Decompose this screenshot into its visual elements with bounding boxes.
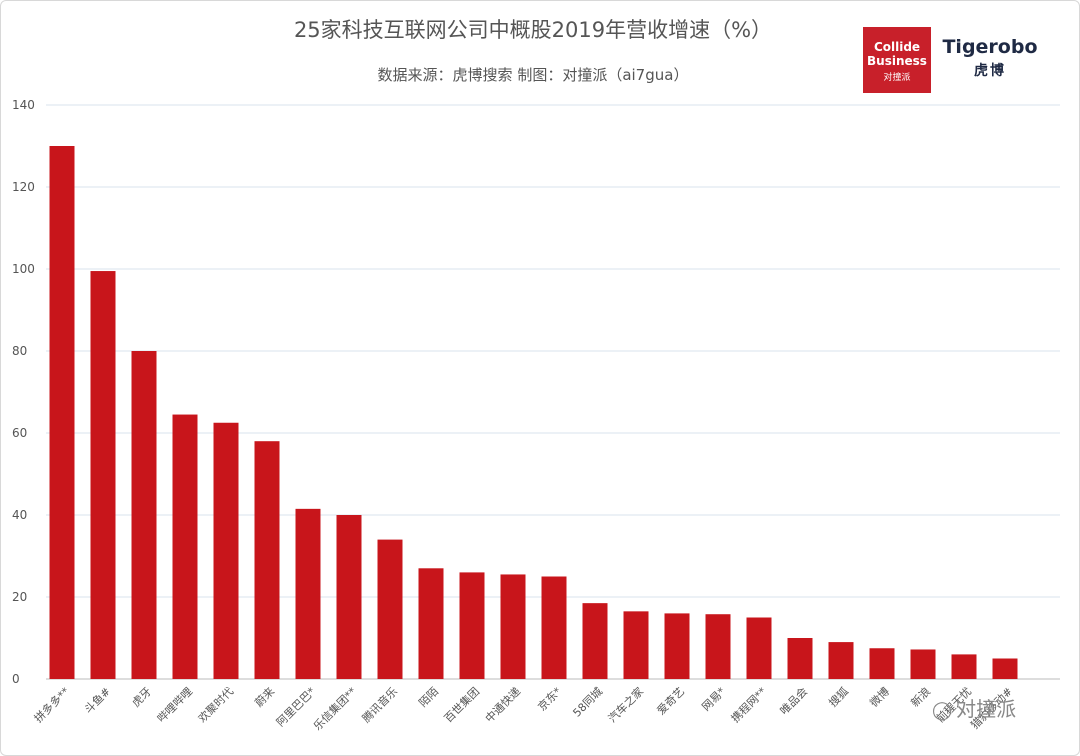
x-tick-label: 陌陌 <box>416 685 441 710</box>
bar <box>254 441 280 679</box>
bar <box>623 611 649 679</box>
watermark-text: 对撞派 <box>956 697 1017 721</box>
bar <box>869 648 895 679</box>
y-tick-label: 140 <box>12 98 35 112</box>
collide-logo-line2: Business <box>867 54 927 68</box>
collide-logo-line1: Collide <box>873 40 921 54</box>
y-tick-label: 120 <box>12 180 35 194</box>
bar <box>828 642 854 679</box>
wechat-watermark: ◯ 对撞派 <box>932 693 1016 722</box>
bar <box>418 568 444 679</box>
x-tick-label: 虎牙 <box>129 685 154 710</box>
bar <box>541 576 567 679</box>
bar <box>951 654 977 679</box>
bar <box>459 572 485 679</box>
collide-business-logo: Collide Business 对撞派 <box>863 27 931 93</box>
x-tick-label: 中通快递 <box>482 684 523 725</box>
x-tick-label: 唯品会 <box>778 685 811 718</box>
bars <box>49 146 1018 679</box>
x-tick-label: 哔哩哔哩 <box>155 685 195 725</box>
tigerobo-logo: Tigerobo 虎博 <box>940 36 1040 80</box>
bar <box>90 271 116 679</box>
wechat-icon: ◯ <box>932 700 953 721</box>
y-tick-label: 40 <box>12 508 27 522</box>
y-tick-label: 60 <box>12 426 27 440</box>
chart-subtitle: 数据来源：虎博搜索 制图：对撞派（ai7gua） <box>377 66 689 84</box>
x-tick-label: 京东* <box>535 684 565 714</box>
y-tick-label: 0 <box>12 672 20 686</box>
x-tick-label: 携程网** <box>728 684 769 725</box>
bar <box>664 613 690 679</box>
bar <box>705 614 731 679</box>
bar <box>172 414 198 679</box>
x-tick-label: 百世集团 <box>441 684 482 725</box>
x-tick-label: 蔚来 <box>252 685 277 710</box>
x-tick-label: 网易* <box>699 685 728 714</box>
x-tick-label: 拼多多** <box>31 684 72 725</box>
bar <box>500 574 526 679</box>
tigerobo-logo-cn: 虎博 <box>974 63 1006 79</box>
bar <box>295 508 321 679</box>
collide-logo-line3: 对撞派 <box>883 73 911 83</box>
bar <box>992 658 1018 679</box>
bar <box>336 515 362 679</box>
x-tick-label: 搜狐 <box>826 684 851 709</box>
x-tick-label: 58同城 <box>570 685 605 720</box>
tigerobo-logo-en: Tigerobo <box>942 36 1038 58</box>
x-tick-label: 微博 <box>867 684 892 709</box>
bar <box>787 638 813 679</box>
bar <box>377 539 403 679</box>
bar <box>213 422 239 679</box>
bar <box>910 649 936 679</box>
x-tick-label: 新浪 <box>908 684 933 709</box>
y-tick-label: 100 <box>12 262 35 276</box>
x-tick-label: 斗鱼# <box>81 684 113 716</box>
chart-title: 25家科技互联网公司中概股2019年营收增速（%） <box>293 18 773 42</box>
bar <box>131 351 157 679</box>
x-tick-label: 乐信集团** <box>310 684 359 733</box>
bar <box>746 617 772 679</box>
y-tick-label: 80 <box>12 344 27 358</box>
y-axis-ticks: 0 20 40 60 80 100 120 140 <box>12 98 35 686</box>
x-tick-label: 爱奇艺 <box>655 685 688 718</box>
x-tick-label: 腾讯音乐 <box>359 684 400 725</box>
y-tick-label: 20 <box>12 590 27 604</box>
x-tick-label: 欢聚时代 <box>195 684 236 725</box>
bar <box>582 603 608 679</box>
bar <box>49 146 75 679</box>
x-tick-label: 汽车之家 <box>605 684 646 725</box>
